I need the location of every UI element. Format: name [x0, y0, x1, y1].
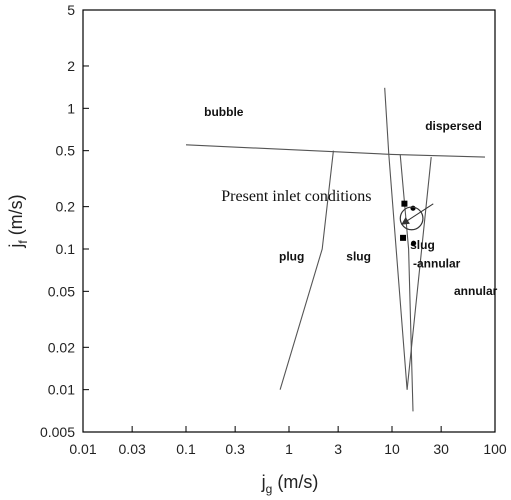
y-axis-title-sub: f [16, 240, 30, 244]
x-axis-title-sub: g [266, 482, 273, 496]
data-point-square [401, 200, 408, 207]
regime-labels: bubble dispersed plug slug slug -annular annul… [204, 105, 498, 298]
regime-label: slug [410, 238, 435, 252]
x-axis-title: jg (m/s) [261, 472, 319, 496]
y-axis-title-main: j [6, 244, 26, 249]
x-tick-label: 0.03 [119, 441, 146, 457]
regime-boundary-line [384, 87, 408, 390]
regime-label: -annular [413, 256, 461, 270]
regime-boundaries [185, 87, 486, 412]
y-tick-label: 0.5 [56, 143, 76, 159]
y-tick-label: 0.005 [40, 424, 75, 440]
x-tick-label: 30 [433, 441, 449, 457]
plot-area-frame [82, 9, 496, 433]
regime-label: dispersed [425, 119, 482, 133]
x-axis-title-main: j [261, 472, 266, 492]
annotation-group: Present inlet conditions [221, 188, 434, 231]
y-tick-label: 0.02 [48, 339, 75, 355]
regime-boundary-line [399, 154, 414, 412]
x-tick-label: 10 [384, 441, 400, 457]
x-axis-title-units: (m/s) [272, 472, 318, 492]
y-tick-label: 0.2 [56, 199, 76, 215]
x-tick-label: 1 [285, 441, 293, 457]
data-point-square [400, 234, 407, 241]
regime-label: bubble [204, 105, 244, 119]
y-tick-label: 5 [67, 2, 75, 18]
x-tick-label: 3 [334, 441, 342, 457]
regime-boundary-line [279, 150, 334, 390]
x-tick-label: 100 [483, 441, 507, 457]
y-tick-label: 0.05 [48, 283, 75, 299]
regime-boundary-line [185, 144, 486, 158]
y-axis-title-units: (m/s) [6, 194, 26, 240]
data-point-circle [410, 240, 417, 246]
x-tick-label: 0.01 [69, 441, 96, 457]
regime-boundary-line [406, 157, 432, 390]
inlet-conditions-annotation: Present inlet conditions [221, 188, 371, 205]
inlet-conditions-circle [399, 206, 424, 231]
y-axis-title: jf (m/s) [6, 194, 30, 248]
regime-label: slug [346, 249, 371, 263]
y-tick-label: 0.1 [56, 241, 76, 257]
regime-label: plug [279, 249, 304, 263]
axis-ticks: 0.01 0.03 0.1 0.3 1 3 10 30 100 5 2 1 0.5 0.2 0.1 0.05 0… [40, 2, 507, 457]
y-tick-label: 0.01 [48, 382, 75, 398]
annotation-arrow [401, 203, 434, 225]
x-tick-label: 0.1 [176, 441, 196, 457]
y-tick-label: 2 [67, 58, 75, 74]
x-tick-label: 0.3 [225, 441, 245, 457]
y-tick-label: 1 [67, 100, 75, 116]
data-point-circle [410, 205, 416, 211]
regime-label: annular [454, 284, 498, 298]
